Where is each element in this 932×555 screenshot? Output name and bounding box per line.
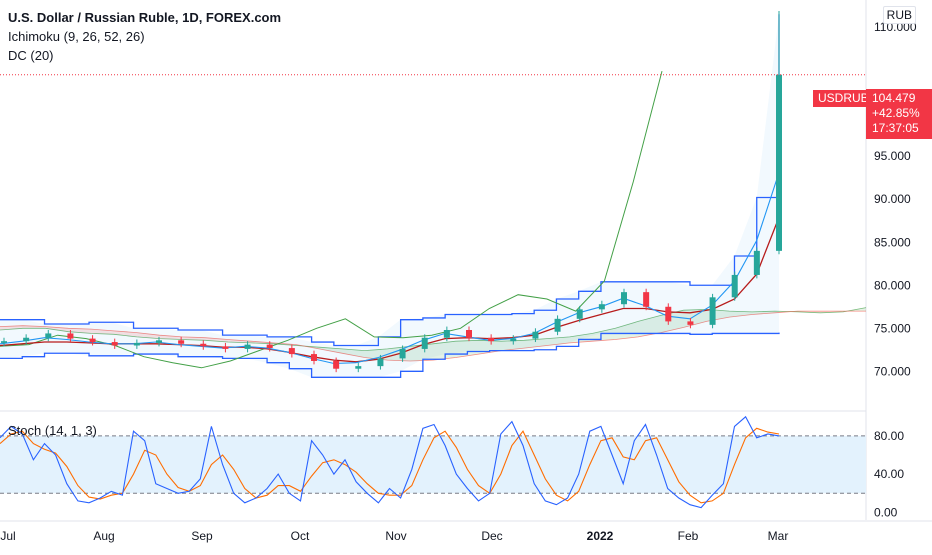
time-axis-tick-label: Sep <box>191 529 213 543</box>
price-axis-tick-label: 70.000 <box>874 364 911 378</box>
candle-body[interactable] <box>776 74 782 251</box>
candle-body[interactable] <box>488 337 495 342</box>
time-axis-tick-label: Feb <box>678 529 699 543</box>
tenkan-line <box>0 172 780 365</box>
ichimoku-cloud-segment <box>615 321 639 340</box>
price-axis-tick-label: 80.000 <box>874 278 911 292</box>
ichimoku-cloud-segment <box>433 341 456 361</box>
symbol-price-tag: USDRUB <box>813 90 874 107</box>
last-price-tag: 104.479 +42.85% 17:37:05 <box>866 89 932 139</box>
senkou-a-line <box>0 307 867 352</box>
ichimoku-cloud-segment <box>159 335 183 340</box>
stoch-axis-tick-label: 80.00 <box>874 429 904 443</box>
candle-body[interactable] <box>643 292 650 307</box>
bar-countdown: 17:37:05 <box>872 121 919 135</box>
candle-body[interactable] <box>731 274 738 298</box>
candle-body[interactable] <box>311 354 317 361</box>
candle-body[interactable] <box>1 341 7 343</box>
ichimoku-cloud-segment <box>592 328 616 342</box>
ichimoku-cloud-segment <box>91 329 114 335</box>
candle-body[interactable] <box>510 338 517 342</box>
currency-unit-badge[interactable]: RUB <box>882 6 916 24</box>
candle-body[interactable] <box>598 304 605 310</box>
candle-body[interactable] <box>466 330 472 338</box>
ichimoku-cloud-segment <box>45 326 69 332</box>
candle-body[interactable] <box>532 331 539 339</box>
time-axis-tick-label: 2022 <box>587 529 614 543</box>
time-axis-tick-label: Mar <box>768 529 789 543</box>
candle-body[interactable] <box>67 333 74 339</box>
candle-body[interactable] <box>421 337 428 349</box>
candle-body[interactable] <box>399 348 406 359</box>
symbol-title[interactable]: U.S. Dollar / Russian Ruble, 1D, FOREX.c… <box>8 10 282 25</box>
candle-body[interactable] <box>133 342 140 346</box>
last-price-value: 104.479 <box>872 91 916 105</box>
candle-body[interactable] <box>554 318 561 332</box>
candle-body[interactable] <box>23 337 30 342</box>
donchian-upper-line <box>0 14 780 347</box>
candle-body[interactable] <box>576 309 583 319</box>
candle-body[interactable] <box>709 297 716 325</box>
stoch-axis-tick-label: 40.00 <box>874 467 904 481</box>
ichimoku-cloud-segment <box>729 311 753 318</box>
price-axis-tick-label: 90.000 <box>874 192 911 206</box>
time-axis-tick-label: Oct <box>291 529 310 543</box>
stoch-band-fill <box>0 435 866 494</box>
stoch-k-line <box>0 415 780 509</box>
ichimoku-cloud-segment <box>524 338 547 349</box>
ichimoku-cloud-segment <box>638 315 661 337</box>
candle-body[interactable] <box>178 340 185 344</box>
ichimoku-cloud-segment <box>68 328 92 334</box>
ichimoku-label[interactable]: Ichimoku (9, 26, 52, 26) <box>8 29 145 44</box>
ichimoku-cloud-segment <box>455 340 479 358</box>
stoch-legend[interactable]: Stoch (14, 1, 3) <box>8 423 97 438</box>
candle-body[interactable] <box>156 340 162 343</box>
candle-body[interactable] <box>200 343 207 347</box>
ichimoku-cloud-segment <box>569 333 593 343</box>
donchian-lower-line <box>0 332 780 378</box>
candle-body[interactable] <box>244 344 251 349</box>
candle-body[interactable] <box>288 348 295 355</box>
candle-body[interactable] <box>266 344 273 349</box>
chart-legend: U.S. Dollar / Russian Ruble, 1D, FOREX.c… <box>8 8 281 65</box>
price-axis-tick-label: 95.000 <box>874 149 911 163</box>
time-axis-tick-label: Aug <box>93 529 114 543</box>
time-axis-tick-label: Dec <box>481 529 502 543</box>
candle-body[interactable] <box>89 338 96 343</box>
price-change-percent: +42.85% <box>872 106 920 120</box>
candle-body[interactable] <box>665 306 672 322</box>
stoch-d-line <box>0 427 780 504</box>
candle-body[interactable] <box>355 366 362 369</box>
candle-body[interactable] <box>443 330 450 338</box>
price-axis-tick-label: 85.000 <box>874 235 911 249</box>
ichimoku-cloud-segment <box>501 340 525 351</box>
time-axis-tick-label: Jul <box>0 529 15 543</box>
candle-body[interactable] <box>753 250 760 275</box>
candle-body[interactable] <box>45 333 52 338</box>
candle-body[interactable] <box>111 342 118 346</box>
price-axis-tick-label: 75.000 <box>874 321 911 335</box>
stoch-axis-tick-label: 0.00 <box>874 505 898 519</box>
ichimoku-cloud-segment <box>364 348 388 361</box>
time-axis-tick-label: Nov <box>385 529 406 543</box>
candle-body[interactable] <box>621 292 627 305</box>
donchian-label[interactable]: DC (20) <box>8 48 54 63</box>
ichimoku-cloud-segment <box>341 348 365 358</box>
candle-body[interactable] <box>333 360 340 369</box>
senkou-b-line <box>0 310 866 362</box>
candle-body[interactable] <box>222 346 229 349</box>
candle-body[interactable] <box>687 321 694 325</box>
ichimoku-cloud-segment <box>205 337 228 343</box>
candle-body[interactable] <box>377 358 384 367</box>
